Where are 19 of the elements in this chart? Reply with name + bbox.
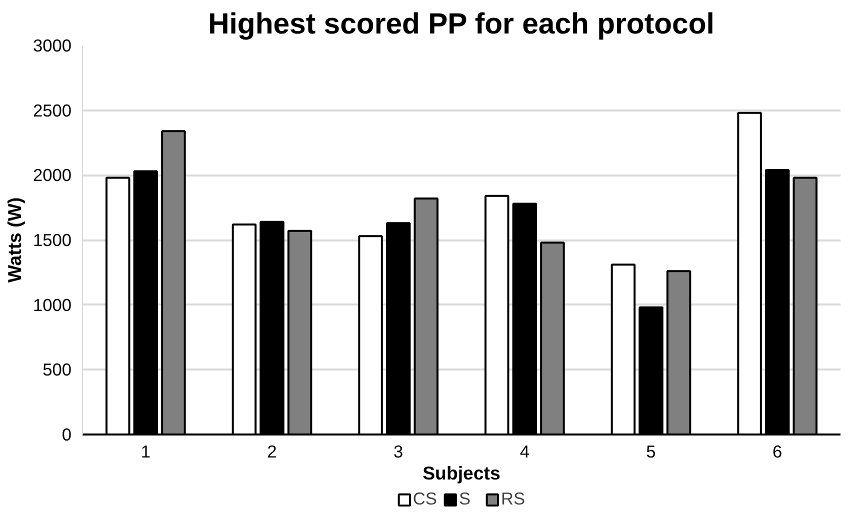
x-tick-label: 2: [267, 442, 277, 462]
chart-title: Highest scored PP for each protocol: [208, 8, 714, 40]
y-tick-label: 2500: [32, 100, 72, 120]
x-tick-label: 5: [646, 442, 656, 462]
y-tick-label: 2000: [32, 165, 72, 186]
y-tick-label: 500: [42, 360, 72, 380]
x-axis-title: Subjects: [422, 462, 500, 484]
x-tick-label: 1: [140, 442, 150, 462]
y-tick-label: 1500: [32, 230, 72, 250]
x-tick-label: 4: [520, 442, 530, 462]
y-tick-label: 0: [62, 424, 72, 444]
y-tick-label: 3000: [32, 36, 72, 56]
x-tick-label: 6: [772, 442, 782, 462]
legend-label: RS: [501, 488, 526, 510]
x-tick-label: 3: [394, 442, 404, 462]
y-axis-title: Watts (W): [4, 197, 25, 283]
legend-label: CS: [412, 488, 437, 510]
legend-label: S: [459, 488, 472, 510]
y-tick-label: 1000: [32, 294, 72, 315]
